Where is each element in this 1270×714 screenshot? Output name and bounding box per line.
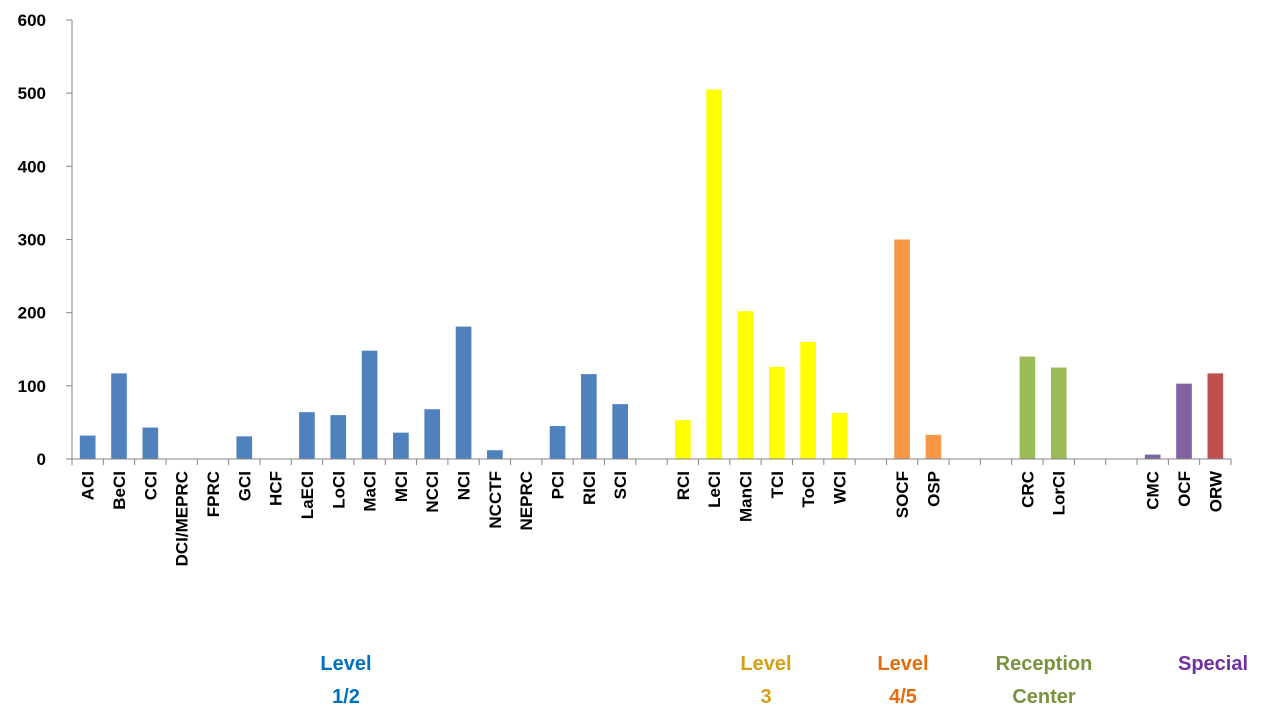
bar-osp	[925, 434, 942, 459]
x-category-label: HCF	[267, 471, 286, 506]
x-category-label: MCI	[392, 471, 411, 502]
group-label-line2: Center	[1012, 686, 1076, 708]
group-label-line2: 3	[760, 686, 772, 708]
x-category-label: MaCI	[361, 471, 380, 512]
bar-crc	[1019, 356, 1036, 459]
y-tick-label: 600	[18, 11, 46, 30]
x-axis-category-labels: ACI BeCI CCI DCI/MEPRC FPRC GCI HCF LaECI LoCI Ma…	[79, 470, 1226, 566]
group-label-line1: Level	[320, 653, 372, 675]
x-category-label: NCI	[455, 471, 474, 500]
bars	[79, 89, 1224, 460]
x-category-label: ORW	[1206, 470, 1225, 512]
bar-nci	[455, 326, 472, 459]
group-label-level-4-5: Level 4/5	[877, 648, 928, 714]
bar-socf	[894, 239, 910, 459]
bar-leci	[706, 89, 722, 459]
group-label-line1: Special	[1177, 653, 1249, 675]
group-label-line1: Level	[740, 653, 792, 675]
bar-manci	[737, 311, 754, 459]
x-category-label: NEPRC	[517, 471, 536, 531]
x-category-label: CMC	[1144, 471, 1163, 510]
x-category-label: OSP	[924, 471, 943, 507]
bar-cmc	[1144, 454, 1161, 459]
x-category-label: CRC	[1018, 471, 1037, 508]
group-label-line2: 4/5	[889, 686, 917, 708]
group-label-line1: Level	[877, 653, 929, 675]
x-category-label: ToCI	[799, 471, 818, 508]
x-category-label: DCI/MEPRC	[173, 471, 192, 566]
y-axis-ticks: 0 100 200 300 400 500 600	[18, 11, 72, 469]
x-category-label: ManCI	[736, 471, 755, 522]
x-category-label: SOCF	[893, 471, 912, 518]
y-tick-label: 200	[18, 304, 46, 323]
x-category-label: RICI	[580, 471, 599, 505]
bar-maci	[361, 350, 378, 459]
bar-orw	[1207, 373, 1224, 459]
x-category-label: RCI	[674, 471, 693, 500]
bar-ncctf	[487, 450, 503, 459]
x-category-label: TCI	[768, 471, 787, 498]
bar-pci	[549, 426, 566, 459]
x-category-label: SCI	[611, 471, 630, 499]
bar-rici	[581, 374, 597, 459]
bar-cci	[142, 427, 159, 459]
y-tick-label: 300	[18, 231, 46, 250]
x-category-label: BeCI	[110, 471, 129, 510]
bar-laeci	[299, 412, 315, 459]
x-category-label: LorCI	[1050, 471, 1069, 515]
x-category-label: NCCTF	[486, 471, 505, 529]
x-category-label: ACI	[79, 471, 98, 500]
bar-toci	[800, 341, 816, 459]
bar-ocf	[1176, 383, 1192, 459]
bar-lorci	[1050, 367, 1067, 459]
group-label-reception-center: Reception Center	[996, 648, 1093, 714]
bar-chart: 0 100 200 300 400 500 600 ACI BeCI CCI DCI/MEPRC F…	[18, 11, 1232, 566]
y-tick-label: 500	[18, 84, 46, 103]
bar-loci	[330, 415, 347, 459]
y-tick-label: 400	[18, 157, 46, 176]
group-label-level-1-2: Level 1/2	[320, 648, 371, 714]
group-label-line1: Reception	[995, 653, 1093, 675]
y-tick-label: 100	[18, 377, 46, 396]
bar-sci	[612, 404, 628, 460]
group-label-special: Special	[1178, 648, 1248, 681]
x-category-label: PCI	[549, 471, 568, 499]
x-category-label: CCI	[141, 471, 160, 500]
x-category-label: NCCI	[423, 471, 442, 513]
x-category-label: WCI	[830, 471, 849, 504]
bar-ncci	[424, 409, 441, 459]
x-category-label: OCF	[1175, 471, 1194, 507]
x-category-label: LeCI	[705, 471, 724, 508]
y-tick-label: 0	[37, 450, 46, 469]
x-category-label: LaECI	[298, 471, 317, 519]
bar-rci	[674, 420, 691, 459]
group-label-line2: 1/2	[332, 686, 360, 708]
x-category-label: LoCI	[329, 471, 348, 509]
bar-aci	[79, 435, 96, 459]
bar-wci	[831, 412, 848, 459]
bar-tci	[768, 366, 785, 459]
x-category-label: FPRC	[204, 471, 223, 517]
x-category-label: GCI	[235, 471, 254, 501]
bar-mci	[393, 432, 409, 459]
bar-beci	[111, 373, 127, 459]
bar-gci	[236, 436, 253, 459]
group-label-level-3: Level 3	[740, 648, 791, 714]
